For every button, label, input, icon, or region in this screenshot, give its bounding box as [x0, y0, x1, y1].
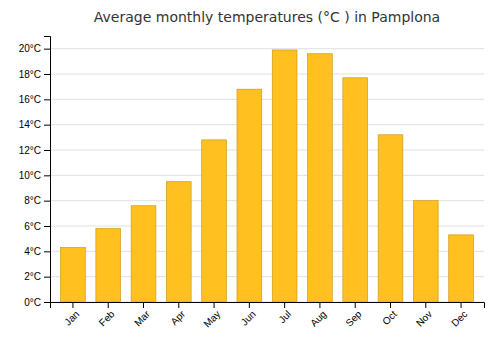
y-axis: 0°C 2°C 4°C 6°C 8°C 10°C 12°C 14°C 16°C 18°C 20°C [19, 37, 51, 308]
x-tick-label: May [201, 308, 222, 329]
grid-line [50, 175, 484, 176]
x-tick-label: Mar [132, 308, 152, 328]
chart: Jan Feb Mar Apr May Jun Jul Aug Sep Oct Nov Dec 0°C 2… [0, 0, 500, 350]
x-tick-mark [461, 302, 462, 308]
bar [378, 135, 403, 302]
y-tick: 6°C [24, 221, 50, 232]
y-tick-mark [44, 201, 50, 202]
x-tick-label: Nov [414, 308, 434, 328]
x-tick-label: Jan [62, 308, 81, 327]
y-tick-mark [44, 175, 50, 176]
y-tick-label: 12°C [19, 145, 41, 156]
y-tick: 0°C [24, 297, 50, 308]
x-tick-label: Aug [308, 308, 328, 328]
bar [166, 182, 191, 302]
x-tick: Nov [414, 302, 434, 329]
x-tick-mark [72, 302, 73, 308]
y-tick-mark [44, 277, 50, 278]
y-tick-mark [44, 251, 50, 252]
y-tick: 12°C [19, 145, 50, 156]
y-axis-line [44, 37, 51, 303]
plot: Jan Feb Mar Apr May Jun Jul Aug Sep Oct Nov Dec 0°C 2… [19, 37, 485, 330]
x-tick: Sep [343, 302, 364, 329]
y-tick-mark [44, 49, 50, 50]
y-tick-label: 6°C [24, 221, 41, 232]
y-tick-mark [44, 226, 50, 227]
x-tick-mark [390, 302, 391, 308]
x-axis: Jan Feb Mar Apr May Jun Jul Aug Sep Oct Nov Dec [51, 302, 485, 330]
bar [96, 229, 121, 302]
y-tick-label: 4°C [24, 246, 41, 257]
y-tick-label: 14°C [19, 119, 41, 130]
grid-line [50, 124, 484, 125]
bar [449, 235, 474, 302]
y-tick: 10°C [19, 170, 50, 181]
x-tick-mark [214, 302, 215, 308]
x-tick-mark [249, 302, 250, 308]
y-tick: 14°C [19, 119, 50, 130]
y-tick: 16°C [19, 94, 50, 105]
grid-line [50, 48, 484, 49]
y-tick-label: 20°C [19, 43, 41, 54]
bar [202, 140, 227, 302]
grid-line [50, 150, 484, 151]
bar [131, 206, 156, 302]
x-tick: Dec [449, 302, 469, 329]
bar [272, 50, 297, 302]
y-tick-label: 8°C [24, 195, 41, 206]
x-tick-mark [355, 302, 356, 308]
y-tick: 18°C [19, 69, 50, 80]
x-tick: Feb [97, 302, 117, 328]
x-tick-mark [319, 302, 320, 308]
y-tick: 8°C [24, 195, 50, 206]
bar [308, 54, 333, 302]
y-tick-label: 10°C [19, 170, 41, 181]
bar [413, 201, 438, 302]
bars [61, 50, 474, 302]
x-axis-line [51, 303, 485, 309]
x-tick-label: Oct [380, 308, 399, 327]
y-tick-label: 2°C [24, 271, 41, 282]
y-tick-mark [44, 302, 50, 303]
y-tick-label: 18°C [19, 69, 41, 80]
grid-line [50, 99, 484, 100]
x-tick-mark [425, 302, 426, 308]
x-tick: Apr [168, 302, 187, 327]
x-tick: Jun [239, 302, 258, 328]
y-tick-label: 16°C [19, 94, 41, 105]
y-tick: 20°C [19, 43, 50, 54]
bar [343, 78, 368, 302]
bar [61, 248, 86, 302]
x-tick: Jul [276, 302, 293, 325]
y-tick-mark [44, 99, 50, 100]
x-tick-label: Dec [449, 308, 469, 328]
y-tick-mark [44, 125, 50, 126]
x-tick-mark [108, 302, 109, 308]
x-tick-label: Sep [343, 308, 364, 329]
bar [237, 89, 262, 302]
x-tick-mark [143, 302, 144, 308]
x-tick-label: Feb [97, 308, 117, 328]
title: Average monthly temperatures (°C ) in Pa… [94, 9, 440, 25]
grid [50, 49, 484, 302]
x-tick-label: Jul [276, 308, 293, 325]
x-tick: Mar [132, 302, 152, 328]
x-tick: Aug [308, 302, 328, 329]
y-tick: 4°C [24, 246, 50, 257]
y-tick-mark [44, 74, 50, 75]
x-tick-label: Apr [168, 308, 187, 327]
x-tick-mark [178, 302, 179, 308]
y-tick-label: 0°C [24, 297, 41, 308]
x-tick: May [201, 302, 222, 330]
x-tick: Oct [380, 302, 399, 327]
grid-line [50, 74, 484, 75]
y-tick-mark [44, 150, 50, 151]
x-tick-label: Jun [239, 308, 258, 327]
x-tick: Jan [62, 302, 81, 328]
y-tick: 2°C [24, 271, 50, 282]
x-tick-mark [284, 302, 285, 308]
